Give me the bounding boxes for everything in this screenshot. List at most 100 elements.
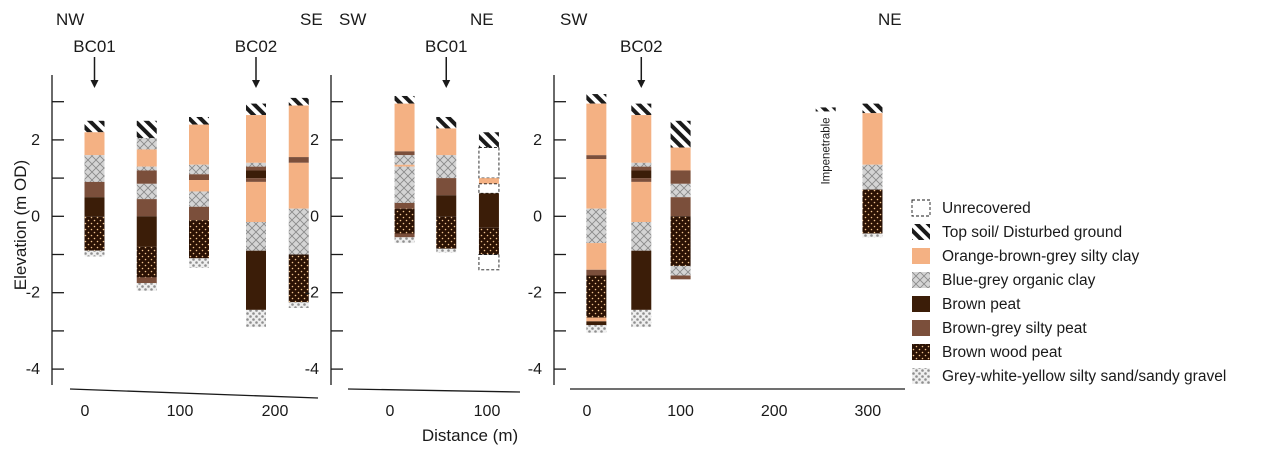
x-tick-label: 100 [167,403,194,420]
layer-unrecovered [478,147,500,179]
layer-silty-peat [436,178,457,196]
layer-gravel [394,237,415,244]
layer-organic-clay [586,208,607,244]
legend-swatch [912,368,930,384]
layer-wood-peat [670,216,691,266]
legend-item-wood-peat: Brown wood peat [912,344,1062,361]
y-tick-label: 2 [310,132,319,149]
layer-brown-peat [586,321,607,326]
layer-brown-peat [631,250,652,310]
layer-organic-clay [136,166,157,171]
legend-item-silty-clay: Orange-brown-grey silty clay [912,248,1140,265]
core-marker-label: BC01 [73,37,116,56]
layer-silty-peat [631,166,652,171]
borehole-column [478,132,500,271]
layer-gravel [436,248,457,253]
layer-gravel [586,325,607,333]
layer-gravel [136,283,157,291]
layer-silty-clay [189,124,209,165]
layer-top-soil [670,120,691,148]
core-marker-label: BC02 [235,37,278,56]
layer-organic-clay [189,191,209,207]
borehole-column [246,103,266,328]
layer-top-soil [136,120,157,138]
x-tick-label: 0 [386,403,395,420]
layer-top-soil [246,103,266,116]
direction-label-left: SW [560,10,587,29]
panel-3: SW NE 2 0 -2 -4 0 100 200 300 BC02 Impenetrable [528,10,905,420]
layer-organic-clay [246,222,266,251]
y-tick-label: 2 [31,132,40,149]
layer-silty-clay [586,243,607,270]
layer-organic-clay [394,166,415,203]
legend-swatch [912,272,930,288]
direction-label-right: SE [300,10,323,29]
layer-gravel [189,258,209,268]
layer-silty-clay [189,180,209,192]
y-axis-title: Elevation (m OD) [11,160,30,290]
legend-label: Brown wood peat [942,344,1062,361]
borehole-column [631,103,652,328]
layer-unrecovered [478,254,500,271]
layer-organic-clay [189,164,209,175]
layer-brown-peat [246,170,266,179]
legend-label: Top soil/ Disturbed ground [942,224,1122,241]
layer-silty-clay [436,128,457,156]
panel-1: NW SE 2 0 -2 -4 0 100 200 BC01 BC02 [26,10,323,420]
layer-brown-peat [478,193,499,228]
layer-organic-clay [136,137,157,150]
layer-organic-clay [84,155,105,182]
layer-silty-peat [136,277,157,284]
borehole-column [670,120,691,280]
legend-swatch [911,199,931,217]
layer-silty-clay [246,115,266,163]
impenetrable-label: Impenetrable [821,117,833,184]
layer-wood-peat [478,227,499,255]
arrow-head [90,80,99,88]
x-tick-label: 200 [761,403,788,420]
borehole-column [84,120,105,257]
layer-top-soil [586,94,607,104]
layer-silty-clay [246,181,266,223]
layer-brown-peat [246,250,266,310]
layer-silty-clay [288,105,309,158]
borehole-column [189,116,209,268]
layer-organic-clay [631,162,652,167]
direction-label-right: NE [470,10,494,29]
legend-swatch [912,248,930,264]
x-axis-line [347,388,521,393]
y-tick-label: -4 [26,361,40,378]
layer-silty-peat [670,275,691,280]
legend-label: Orange-brown-grey silty clay [942,248,1140,265]
layer-brown-peat [136,216,157,247]
layer-brown-peat [84,197,105,217]
layer-silty-peat [246,178,266,182]
borehole-column [288,97,309,308]
layer-silty-peat [84,181,105,198]
layer-top-soil [862,103,883,114]
x-tick-label: 300 [854,403,881,420]
layer-silty-peat [246,166,266,171]
layer-wood-peat [586,275,607,318]
layer-silty-clay [586,103,607,156]
legend-item-organic-clay: Blue-grey organic clay [912,272,1096,289]
layer-brown-peat [436,195,457,217]
y-tick-label: -4 [305,361,319,378]
direction-label-right: NE [878,10,902,29]
layer-wood-peat [288,254,309,303]
y-tick-label: 0 [533,208,542,225]
layer-silty-peat [394,233,415,238]
layer-wood-peat [189,220,209,259]
x-tick-label: 100 [474,403,501,420]
direction-label-left: NW [56,10,84,29]
layer-silty-clay [394,164,415,167]
layer-top-soil [631,103,652,116]
direction-label-left: SW [339,10,366,29]
layer-organic-clay [862,164,883,190]
layer-silty-clay [394,103,415,152]
legend-label: Grey-white-yellow silty sand/sandy grave… [942,368,1226,385]
layer-silty-peat [189,206,209,221]
legend-swatch [912,224,930,240]
layer-organic-clay [136,183,157,200]
